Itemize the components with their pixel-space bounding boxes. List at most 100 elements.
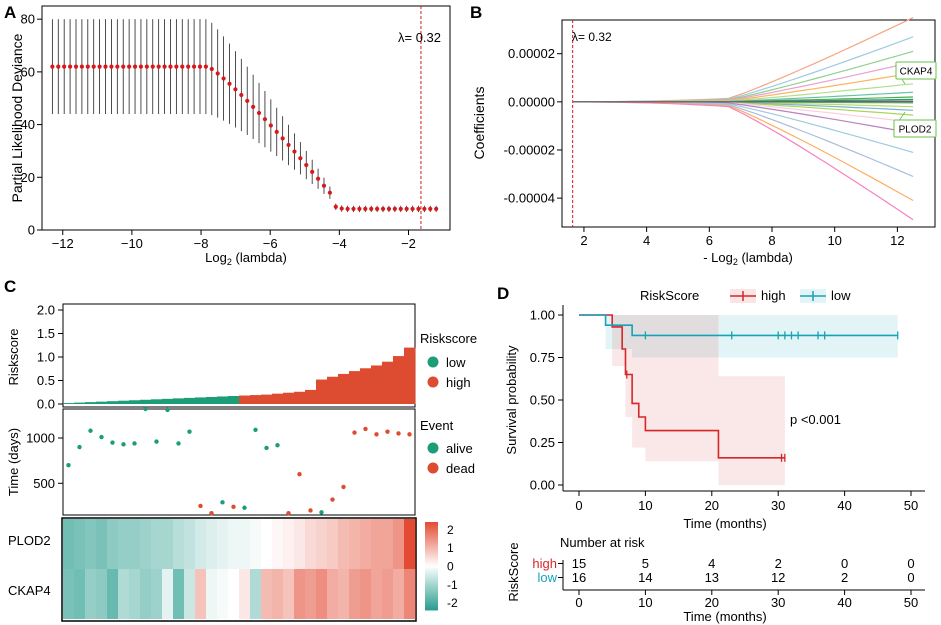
a-point [221,76,226,81]
panel-b-annotation-plod2: PLOD2 [893,119,937,138]
a-point [375,206,380,212]
heatmap-cell [173,519,185,569]
c2-event-point [319,510,324,515]
a-point [339,206,344,211]
heatmap-cell [250,519,262,569]
heatmap-cell [272,569,284,619]
heatmap-cell [118,569,130,619]
panel-d-xlabel: Time (months) [683,516,766,531]
c2-event-point [341,484,346,490]
d-table-count: 4 [708,556,715,571]
d-km-line-low [579,314,898,337]
heatmap-cell [195,569,207,619]
heatmap-cell [85,519,97,569]
colorbar-step [425,594,438,598]
colorbar-step [425,530,438,534]
km-legend-low: low [831,288,851,303]
heatmap-cell [173,569,185,619]
panel-label-c: C [4,277,16,296]
heatmap-cell [228,519,240,569]
heatmap-cell [107,569,119,619]
d-xtick-label: 20 [705,498,719,513]
heatmap-cell [151,519,163,569]
panel-a-ylabel: Partial Likelihood Deviance [9,33,25,202]
risk-legend-low-marker [427,356,439,368]
panel-c-time-axes: 1000 500 [26,430,63,491]
c2-event-point [99,434,104,440]
heatmap-cell [393,519,405,569]
c1-risk-bar [96,401,108,404]
d-xtick-label: 10 [638,498,652,513]
colorbar-step [425,574,438,578]
c2-event-point [209,510,214,516]
a-point [50,64,55,69]
panel-c-risk-legend: Riskscore low high [420,331,477,390]
heatmap-cell [338,519,350,569]
panel-d-plot [579,314,899,485]
c1-risk-bar [393,356,405,404]
c1-risk-bar [239,395,251,404]
km-pvalue: p <0.001 [790,412,841,427]
a-ytick-label: 40 [21,117,35,132]
heatmap-cell [382,569,394,619]
colorbar-step [425,561,438,565]
d-table-row-label: high [532,556,557,571]
heatmap-cell [250,569,262,619]
colorbar-step [425,537,438,541]
risk-table-xlabel: Time (months) [683,609,766,624]
c1-risk-bar [129,400,141,404]
a-point [416,206,421,212]
a-point [262,117,268,122]
a-point [209,66,214,72]
heatmap-cell [228,569,240,619]
c2-event-point [363,426,368,432]
colorbar-tick-label: -2 [447,596,458,610]
heatmap-cell [327,519,339,569]
a-point [56,64,61,69]
d-table-xtick-label: 50 [904,595,918,610]
c2-event-point [154,439,159,444]
risk-legend-title: Riskscore [420,331,477,346]
c2-event-point [231,504,236,510]
panel-c-heatmap-frame [61,517,417,622]
a-point [345,206,350,212]
heatmap-cell [63,519,75,569]
panel-c-risk-axes: 2.0 1.5 1.0 0.5 0.0 [37,303,63,412]
c2-event-point [264,445,269,451]
colorbar-step [425,559,438,563]
a-point [298,156,303,161]
heatmap-cell [217,569,229,619]
c2-event-point [308,508,313,513]
c2-event-point [132,441,137,446]
b-ytick-label: 0.00000 [508,94,555,109]
colorbar-step [425,599,438,602]
c1-risk-bar [316,379,328,404]
heatmap-cell [305,519,317,569]
a-point [239,92,244,98]
risk-table-ylabel: RiskScore [506,542,521,601]
colorbar-step [425,579,438,582]
heatmap-cell [217,519,229,569]
heatmap-cell [371,519,383,569]
colorbar-step [425,563,438,567]
heatmap-cell [206,569,218,619]
panel-a-xlabel: Log2 (lambda) [205,250,287,267]
d-table-xtick-label: 10 [638,595,652,610]
c2-event-point [396,431,401,436]
d-table-count: 5 [642,556,649,571]
colorbar-step [425,522,438,525]
d-table-count: 13 [705,570,719,585]
c1-risk-bar [327,376,339,404]
a-ytick-label: 20 [21,170,35,185]
b-coef-line [572,50,914,103]
colorbar-step [425,539,438,543]
c1-risk-bar [228,396,240,404]
svg-text:CKAP4: CKAP4 [900,67,933,78]
heatmap-cell [74,569,86,619]
c2-event-point [407,432,412,437]
a-point [144,64,149,69]
colorbar-step [425,555,438,558]
b-xtick-label: 4 [643,233,650,248]
colorbar-step [425,533,438,536]
colorbar-step [425,603,438,607]
